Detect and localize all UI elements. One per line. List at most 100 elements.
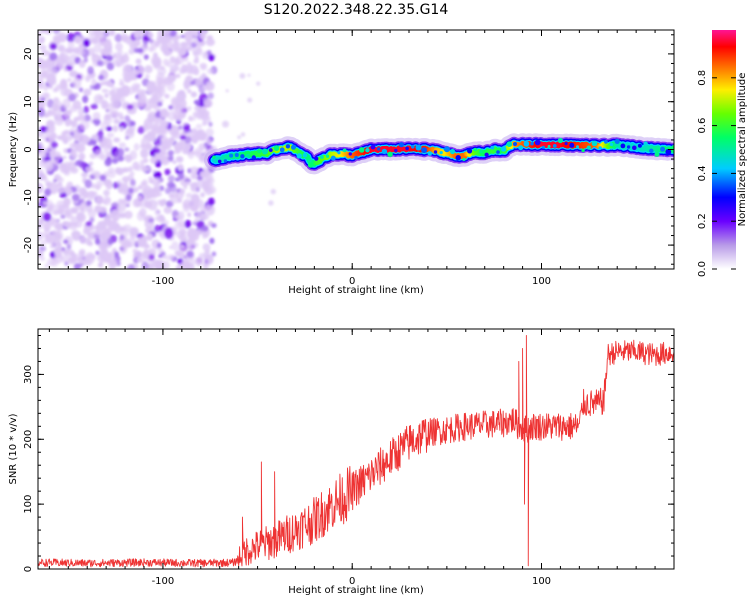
noise-speck [168,105,174,110]
noise-speck [91,134,99,141]
noise-speck [191,134,199,144]
noise-speck [121,167,130,173]
ridge-speck [637,143,642,148]
ridge-speck [660,146,666,152]
ridge-speck [614,138,620,144]
ridge-speck [620,143,626,149]
ridge-speck [229,153,234,158]
ridge-speck [387,151,393,157]
noise-speck [72,148,78,153]
noise-speck [81,172,88,178]
noise-speck [147,113,156,123]
noise-speck [180,34,185,39]
noise-speck [70,251,76,257]
noise-speck [195,123,203,129]
noise-speck [53,159,59,166]
snr-panel: -100 0 100 0 100 200 300 Height of straight li… [8,328,675,596]
noise-speck [113,137,121,143]
noise-speck [200,192,205,198]
noise-speck [140,242,146,247]
noise-speck [83,88,92,97]
noise-region [38,30,276,269]
noise-speck [78,59,86,68]
ridge-speck [500,146,507,152]
noise-speck [268,200,274,206]
noise-speck [206,138,212,145]
noise-speck [116,201,127,213]
noise-speck [129,42,137,50]
ridge-speck [547,144,551,148]
noise-speck [103,114,113,125]
noise-speck [154,208,161,216]
noise-speck [158,214,165,221]
noise-speck [129,150,138,161]
noise-speck [109,32,115,37]
noise-speck [99,81,106,86]
noise-speck [46,59,52,64]
noise-speck [81,208,86,214]
noise-speck [88,253,96,260]
noise-speck [184,219,192,229]
y-tick-label: 0 [23,566,34,572]
noise-speck [114,225,122,235]
ridge-speck [330,155,336,161]
noise-speck [141,261,149,269]
noise-speck [94,237,101,245]
noise-speck [205,128,214,137]
noise-speck [43,85,49,91]
noise-speck [211,251,217,257]
noise-speck [126,127,135,135]
noise-speck [87,232,94,238]
noise-speck [172,130,179,135]
ridge-speck [541,145,545,149]
noise-speck [95,119,101,125]
noise-speck [116,147,125,158]
noise-speck [189,182,196,188]
noise-speck [83,114,91,122]
noise-speck [41,30,47,34]
noise-speck [134,68,140,76]
noise-speck [167,73,177,83]
x-tick-label: 0 [349,576,355,587]
noise-speck [154,40,161,48]
noise-speck [38,95,42,100]
ridge-speck [569,142,575,148]
noise-speck [62,239,69,244]
noise-speck [52,59,60,68]
noise-speck [199,62,208,69]
noise-speck [44,160,54,172]
noise-speck [104,137,113,148]
noise-speck [92,111,101,121]
noise-speck [247,73,251,77]
noise-speck [44,188,51,197]
noise-speck [126,119,134,128]
ridge-speck [381,148,388,155]
noise-speck [256,81,261,86]
noise-speck [38,107,46,118]
ridge-speck [421,147,427,154]
noise-speck [140,148,149,159]
noise-speck [148,46,154,53]
noise-speck [163,206,173,214]
ridge-speck [586,145,591,150]
noise-speck [157,101,163,107]
noise-speck [119,115,125,121]
snr-xlabel: Height of straight line (km) [288,585,424,596]
noise-speck [96,180,103,188]
noise-speck [183,143,192,152]
noise-speck [187,89,192,94]
noise-speck [50,78,57,86]
ridge-speck [455,155,461,161]
noise-speck [46,258,56,267]
noise-speck [98,206,107,213]
noise-speck [175,147,182,154]
ridge-speck [291,144,296,150]
noise-speck [86,190,96,201]
ridge-speck [564,142,568,146]
noise-speck [132,253,137,258]
noise-speck [71,230,81,239]
noise-speck [165,35,173,43]
noise-speck [201,225,209,232]
noise-speck [157,76,164,83]
noise-speck [38,159,46,168]
